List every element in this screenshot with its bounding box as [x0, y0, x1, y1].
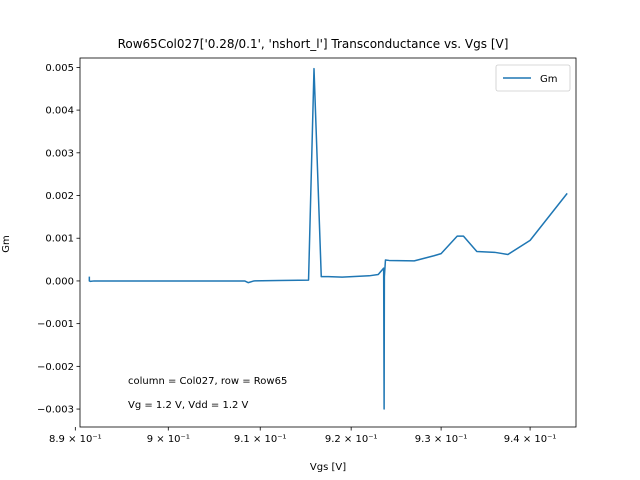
x-tick-label: 9 × 10⁻¹ [147, 434, 190, 445]
y-tick-label: −0.003 [37, 405, 74, 416]
x-tick-label: 9.3 × 10⁻¹ [415, 434, 468, 445]
y-tick-label: 0.005 [45, 63, 74, 74]
annotation-line-1: column = Col027, row = Row65 [128, 376, 287, 387]
annotation-line-2: Vg = 1.2 V, Vdd = 1.2 V [128, 400, 249, 411]
chart-title: Row65Col027['0.28/0.1', 'nshort_l'] Tran… [118, 37, 509, 51]
x-tick-label: 9.1 × 10⁻¹ [234, 434, 287, 445]
x-axis-ticks: 8.9 × 10⁻¹ 9 × 10⁻¹ 9.1 × 10⁻¹ 9.2 × 10⁻¹ 9.… [49, 427, 556, 445]
legend-label-gm: Gm [540, 74, 558, 85]
x-tick-label: 8.9 × 10⁻¹ [49, 434, 102, 445]
y-axis-label: Gm [1, 235, 12, 253]
y-tick-label: 0.001 [45, 234, 74, 245]
y-tick-label: −0.002 [37, 362, 74, 373]
x-tick-label: 9.4 × 10⁻¹ [504, 434, 557, 445]
legend-box [495, 64, 571, 92]
y-axis-ticks: 0.005 0.004 0.003 0.002 0.001 0.000 −0.001 −0.0… [37, 63, 80, 416]
x-axis-label: Vgs [V] [310, 462, 346, 473]
plot-frame [79, 57, 577, 428]
y-tick-label: 0.003 [45, 148, 74, 159]
series-line-gm [88, 67, 568, 410]
y-tick-label: 0.004 [45, 106, 74, 117]
y-tick-label: 0.000 [45, 276, 74, 287]
y-tick-label: −0.001 [37, 319, 74, 330]
plot-area [79, 57, 577, 428]
x-tick-label: 9.2 × 10⁻¹ [325, 434, 378, 445]
y-tick-label: 0.002 [45, 191, 74, 202]
legend: Gm [495, 64, 571, 92]
